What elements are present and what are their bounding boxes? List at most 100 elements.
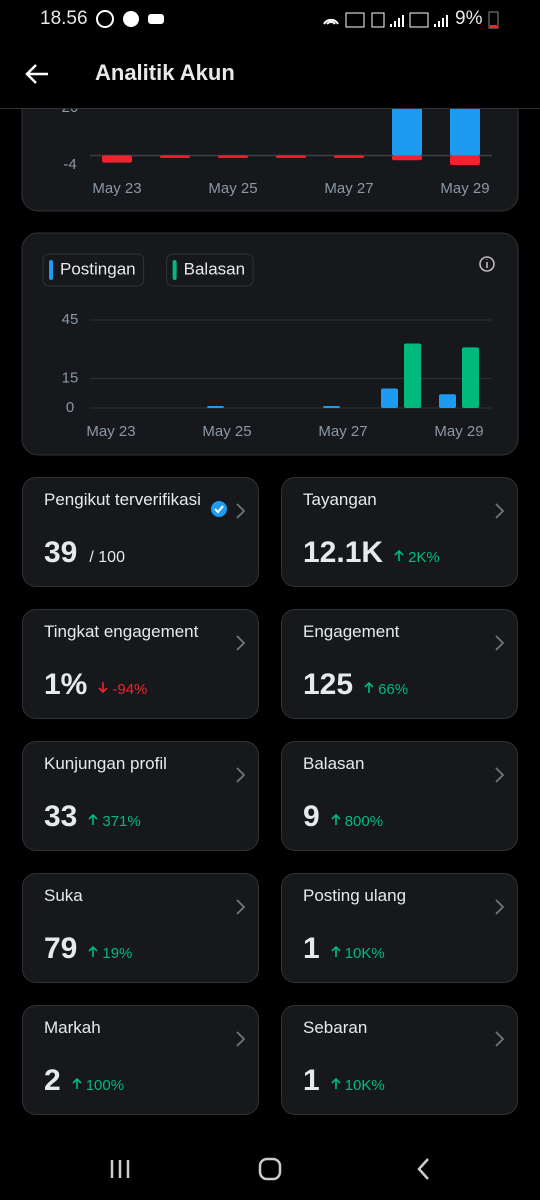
change-text: 2K% (408, 549, 440, 566)
metric-change: 100% (71, 1076, 124, 1094)
card-label: Sebaran (303, 1018, 368, 1037)
x-tick-label: May 27 (324, 180, 373, 197)
change-arrow (393, 548, 408, 566)
metric-card[interactable]: Kunjungan profil 33 371% (22, 741, 259, 851)
metric-card[interactable]: Tayangan 12.1K 2K% (281, 477, 518, 587)
metric-value: 12.1K (303, 536, 384, 569)
chevron (493, 502, 505, 525)
change-arrow (97, 680, 112, 698)
value-row: 1 10K% (303, 932, 385, 966)
battery-icon (488, 11, 499, 29)
legend-item: Postingan (42, 253, 145, 287)
y-tick-label: -4 (63, 156, 76, 173)
metric-value: 9 (303, 800, 320, 833)
legend-swatch (172, 260, 177, 280)
change-text: 800% (344, 813, 384, 830)
bar (392, 155, 422, 161)
y-tick-label: 45 (62, 311, 79, 328)
bar (207, 406, 224, 408)
card-label: Balasan (303, 754, 365, 773)
x-tick-label: May 29 (434, 423, 483, 440)
card-label: Suka (44, 886, 83, 905)
bar (276, 155, 306, 158)
metric-change: 800% (330, 812, 383, 830)
change-text: 66% (378, 681, 409, 698)
bar (439, 394, 456, 408)
change-arrow (87, 812, 102, 830)
chevron (493, 1030, 505, 1053)
change-text: 10K% (344, 1077, 385, 1094)
value-row: 125 66% (303, 668, 408, 702)
legend-label: Postingan (60, 259, 136, 278)
metric-card[interactable]: Sebaran 1 10K% (281, 1005, 518, 1115)
recents-button[interactable] (110, 1160, 130, 1178)
page-title: Analitik Akun (95, 60, 235, 85)
bar (160, 155, 190, 158)
clock: 18.56 (40, 8, 88, 29)
change-text: 10K% (344, 945, 385, 962)
value-row: 12.1K 2K% (303, 536, 440, 570)
metric-card[interactable]: Balasan 9 800% (281, 741, 518, 851)
metric-card[interactable]: Tingkat engagement 1% -94% (22, 609, 259, 719)
bar (102, 155, 132, 163)
chevron (234, 502, 246, 525)
value-row: 2 100% (44, 1064, 124, 1098)
bar (404, 343, 421, 408)
y-tick-label: 0 (66, 399, 74, 416)
metric-value: 1% (44, 668, 88, 701)
x-tick-label: May 27 (318, 423, 367, 440)
y-tick-label: 15 (62, 370, 79, 387)
value-row: 9 800% (303, 800, 383, 834)
metric-value: 125 (303, 668, 354, 701)
info-icon[interactable] (479, 256, 495, 272)
change-arrow (330, 944, 345, 962)
card-label: Tayangan (303, 490, 377, 509)
chevron (493, 634, 505, 657)
battery-text: 9% (455, 8, 483, 29)
chevron (234, 634, 246, 657)
bar (323, 406, 340, 408)
x-tick-label: May 23 (86, 423, 135, 440)
back-nav-button[interactable] (417, 1158, 429, 1180)
chevron (234, 1030, 246, 1053)
x-tick-label: May 25 (208, 180, 257, 197)
status-icons (96, 10, 164, 28)
metric-card[interactable]: Markah 2 100% (22, 1005, 259, 1115)
metric-card[interactable]: Suka 79 19% (22, 873, 259, 983)
chevron (493, 898, 505, 921)
metric-change: 10K% (330, 1076, 385, 1094)
x-tick-label: May 29 (440, 180, 489, 197)
change-text: -94% (112, 681, 148, 698)
legend-swatch (49, 260, 53, 280)
metric-card[interactable]: Posting ulang 1 10K% (281, 873, 518, 983)
signal-icons (323, 12, 448, 28)
chevron (234, 766, 246, 789)
bar (334, 155, 364, 158)
legend-chip (42, 253, 145, 287)
bar (450, 155, 480, 165)
card-label: Posting ulang (303, 886, 407, 905)
metric-change: 19% (87, 944, 132, 962)
bar (218, 155, 248, 158)
status-bar: 18.56 9% (0, 0, 540, 40)
legend-label: Balasan (184, 259, 245, 278)
change-text: 100% (85, 1077, 125, 1094)
x-tick-label: May 23 (92, 180, 141, 197)
metric-card[interactable]: Pengikut terverifikasi 39 / 100 (22, 477, 259, 587)
back-button[interactable] (24, 62, 50, 86)
value-row: 33 371% (44, 800, 141, 834)
metric-card[interactable]: Engagement 125 66% (281, 609, 518, 719)
card-label: Engagement (303, 622, 400, 641)
x-tick-label: May 25 (202, 423, 251, 440)
metric-value: 2 (44, 1064, 61, 1097)
chevron (493, 766, 505, 789)
metric-change: 2K% (393, 548, 440, 566)
home-button[interactable] (258, 1157, 282, 1181)
card-label: Tingkat engagement (44, 622, 199, 641)
bar (392, 96, 422, 156)
card-label: Pengikut terverifikasi (44, 490, 201, 509)
value-row: 39 / 100 (44, 536, 125, 570)
metric-value: 1 (303, 932, 320, 965)
chevron (234, 898, 246, 921)
